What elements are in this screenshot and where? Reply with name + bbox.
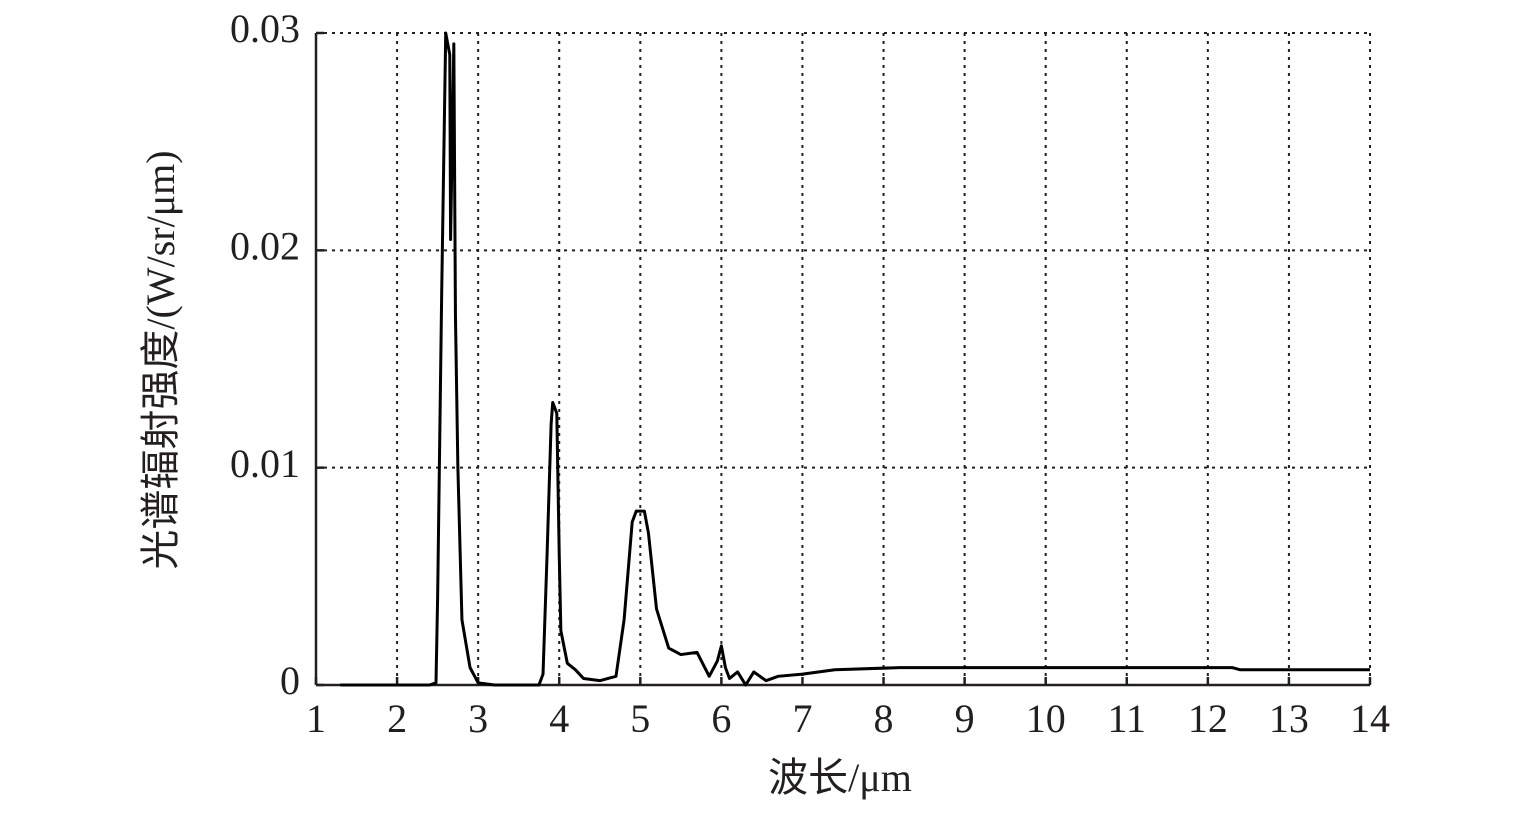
x-tick-label: 12 [1188, 696, 1228, 741]
x-tick-label: 14 [1350, 696, 1390, 741]
x-tick-label: 5 [630, 696, 650, 741]
x-axis-label: 波长/μm [768, 755, 912, 800]
data-line [340, 31, 1370, 687]
x-tick-label: 6 [711, 696, 731, 741]
x-tick-label: 7 [792, 696, 812, 741]
x-tick-label: 9 [955, 696, 975, 741]
y-tick-label: 0 [280, 658, 300, 703]
x-tick-label: 8 [874, 696, 894, 741]
y-tick-label: 0.01 [230, 441, 300, 486]
x-tick-label: 13 [1269, 696, 1309, 741]
y-tick-label: 0.03 [230, 6, 300, 51]
x-tick-label: 1 [306, 696, 326, 741]
x-tick-label: 2 [387, 696, 407, 741]
y-axis-label: 光谱辐射强度/(W/sr/μm) [138, 150, 183, 569]
x-tick-label: 10 [1026, 696, 1066, 741]
x-tick-label: 3 [468, 696, 488, 741]
x-tick-label: 4 [549, 696, 569, 741]
y-tick-label: 0.02 [230, 224, 300, 269]
x-tick-label: 11 [1108, 696, 1147, 741]
